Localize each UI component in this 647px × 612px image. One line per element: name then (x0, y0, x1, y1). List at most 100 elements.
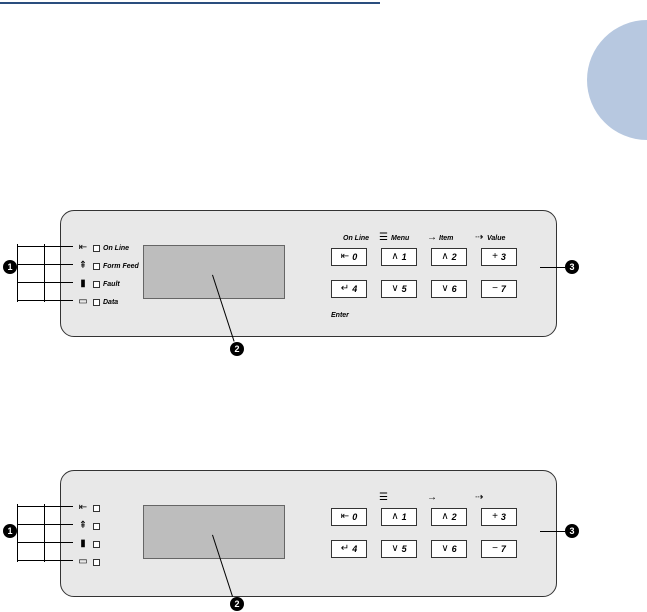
key-number: 4 (352, 284, 357, 294)
key-7[interactable]: − 7 (481, 280, 517, 298)
callout-lead (44, 504, 45, 562)
indicator-led (93, 505, 100, 512)
header-online: On Line (331, 231, 379, 245)
arrow-right-icon: → (427, 493, 437, 503)
key-5[interactable]: ∨ 5 (381, 280, 417, 298)
key-number: 1 (402, 252, 407, 262)
keypad-row-0: ⇤ 0 ∧ 1 ∧ 2 + 3 (331, 508, 541, 526)
key-glyph-down-icon: ∨ (391, 284, 398, 294)
indicator-led (93, 523, 100, 530)
key-number: 3 (501, 252, 506, 262)
key-2[interactable]: ∧ 2 (431, 248, 467, 266)
key-number: 2 (452, 252, 457, 262)
keypad-footer-enter: Enter (331, 312, 541, 319)
key-glyph-down-icon: ∨ (441, 284, 448, 294)
header-item: → (427, 491, 475, 505)
indicator-led (93, 263, 100, 270)
indicator-label: On Line (103, 245, 129, 252)
key-number: 7 (501, 284, 506, 294)
callout-2: 2 (230, 597, 244, 611)
data-icon: ▭ (76, 556, 90, 568)
arrow-right-dashed-icon: ⇢ (475, 233, 485, 243)
header-label: Value (487, 235, 505, 242)
key-glyph-up-icon: ∧ (391, 252, 398, 262)
key-4[interactable]: ↵ 4 (331, 280, 367, 298)
header-online (331, 491, 379, 505)
key-number: 5 (402, 544, 407, 554)
key-2[interactable]: ∧ 2 (431, 508, 467, 526)
key-number: 5 (402, 284, 407, 294)
indicator-led (93, 559, 100, 566)
callout-lead (17, 246, 73, 247)
callout-lead (540, 531, 565, 532)
header-menu: ☰ Menu (379, 231, 427, 245)
header-label: On Line (343, 235, 369, 242)
callout-lead (17, 282, 73, 283)
callout-lead (17, 524, 73, 525)
key-glyph-up-icon: ∧ (441, 512, 448, 522)
keypad-row-1: ↵ 4 ∨ 5 ∨ 6 − 7 (331, 540, 541, 558)
key-number: 2 (452, 512, 457, 522)
header-value: ⇢ (475, 491, 523, 505)
key-glyph-minus-icon: − (492, 284, 498, 294)
menu-icon: ☰ (379, 233, 389, 243)
key-number: 6 (452, 544, 457, 554)
key-glyph-minus-icon: − (492, 544, 498, 554)
key-3[interactable]: + 3 (481, 248, 517, 266)
indicator-label: Fault (103, 281, 120, 288)
key-number: 6 (452, 284, 457, 294)
key-number: 4 (352, 544, 357, 554)
lcd-display (143, 505, 285, 559)
key-glyph-enter-icon: ↵ (341, 544, 349, 554)
callout-2: 2 (230, 342, 244, 356)
keypad: ☰ → ⇢ ⇤ 0 ∧ 1 ∧ 2 + 3 (331, 491, 541, 572)
menu-icon: ☰ (379, 493, 389, 503)
key-1[interactable]: ∧ 1 (381, 248, 417, 266)
key-1[interactable]: ∧ 1 (381, 508, 417, 526)
indicator-led (93, 245, 100, 252)
indicator-label: Data (103, 299, 118, 306)
key-3[interactable]: + 3 (481, 508, 517, 526)
header-menu: ☰ (379, 491, 427, 505)
key-glyph-down-icon: ∨ (441, 544, 448, 554)
key-4[interactable]: ↵ 4 (331, 540, 367, 558)
key-number: 7 (501, 544, 506, 554)
callout-lead (17, 264, 73, 265)
key-6[interactable]: ∨ 6 (431, 540, 467, 558)
key-5[interactable]: ∨ 5 (381, 540, 417, 558)
key-number: 1 (402, 512, 407, 522)
key-7[interactable]: − 7 (481, 540, 517, 558)
callout-3: 3 (565, 524, 579, 538)
key-0[interactable]: ⇤ 0 (331, 508, 367, 526)
key-glyph-enter-icon: ↵ (341, 284, 349, 294)
header-item: → Item (427, 231, 475, 245)
fault-icon: ▮ (76, 278, 90, 290)
lcd-display (143, 245, 285, 299)
decor-top-line (0, 2, 380, 4)
key-0[interactable]: ⇤ 0 (331, 248, 367, 266)
key-glyph-plus-icon: + (492, 252, 498, 262)
callout-lead (17, 300, 73, 301)
formfeed-icon: ⇞ (76, 520, 90, 532)
callout-lead (17, 506, 73, 507)
key-6[interactable]: ∨ 6 (431, 280, 467, 298)
key-glyph-plus-icon: + (492, 512, 498, 522)
indicator-led (93, 299, 100, 306)
key-glyph-down-icon: ∨ (391, 544, 398, 554)
indicator-led (93, 281, 100, 288)
online-icon: ⇤ (76, 242, 90, 254)
key-number: 0 (352, 252, 357, 262)
header-label: Item (439, 235, 453, 242)
key-glyph-back-icon: ⇤ (341, 512, 349, 522)
key-number: 0 (352, 512, 357, 522)
data-icon: ▭ (76, 296, 90, 308)
callout-lead (17, 244, 18, 302)
callout-lead (17, 542, 73, 543)
callout-lead (17, 560, 73, 561)
keypad-row-1: ↵ 4 ∨ 5 ∨ 6 − 7 (331, 280, 541, 298)
callout-3: 3 (565, 260, 579, 274)
key-glyph-up-icon: ∧ (441, 252, 448, 262)
online-icon: ⇤ (76, 502, 90, 514)
key-glyph-back-icon: ⇤ (341, 252, 349, 262)
callout-1: 1 (3, 260, 17, 274)
